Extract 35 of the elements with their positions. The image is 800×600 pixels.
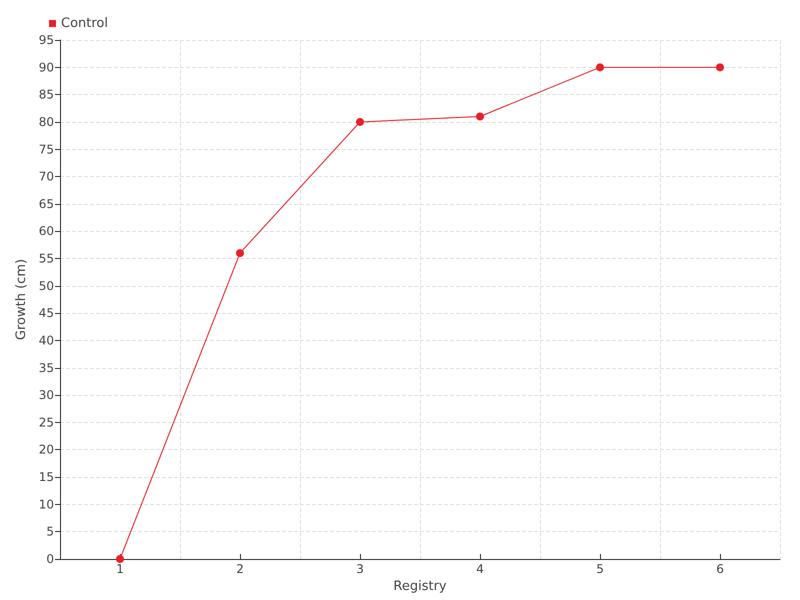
y-tick-label: 85 [38, 88, 54, 102]
y-tick-label: 75 [38, 142, 54, 156]
y-tick-label: 60 [38, 224, 54, 238]
y-tick-label: 45 [38, 306, 54, 320]
x-tick-label: 1 [116, 562, 124, 576]
point [596, 63, 604, 72]
point [116, 555, 124, 563]
y-tick-label: 95 [38, 33, 54, 47]
y-tick-label: 50 [38, 278, 54, 293]
point [236, 249, 244, 258]
x-tick-label: 4 [476, 562, 484, 576]
y-tick-label: 35 [38, 360, 54, 375]
y-tick-label: 55 [38, 252, 54, 266]
y-tick-label: 80 [38, 114, 54, 129]
x-tick-label: 2 [236, 562, 244, 576]
point [476, 112, 484, 120]
y-tick-label: 90 [38, 60, 54, 74]
y-tick-label: 0 [46, 552, 54, 566]
x-tick-label: 5 [596, 562, 604, 576]
y-tick-label: 40 [38, 333, 54, 348]
point [716, 63, 724, 72]
y-tick-label: 65 [38, 196, 54, 211]
point [356, 118, 364, 126]
x-axis-title: Registry [393, 578, 447, 594]
x-tick-label: 3 [356, 562, 364, 576]
y-axis-title: Growth (cm) [14, 258, 29, 340]
y-tick-label: 30 [38, 388, 54, 402]
y-tick-label: 25 [38, 415, 54, 430]
legend-label: Control [61, 16, 108, 31]
x-tick-label: 6 [716, 562, 724, 576]
y-tick-label: 20 [38, 442, 54, 457]
y-tick-label: 10 [38, 497, 54, 512]
y-tick-label: 70 [38, 170, 54, 184]
y-tick-label: 15 [38, 470, 54, 484]
y-tick-label: 5 [46, 524, 54, 539]
